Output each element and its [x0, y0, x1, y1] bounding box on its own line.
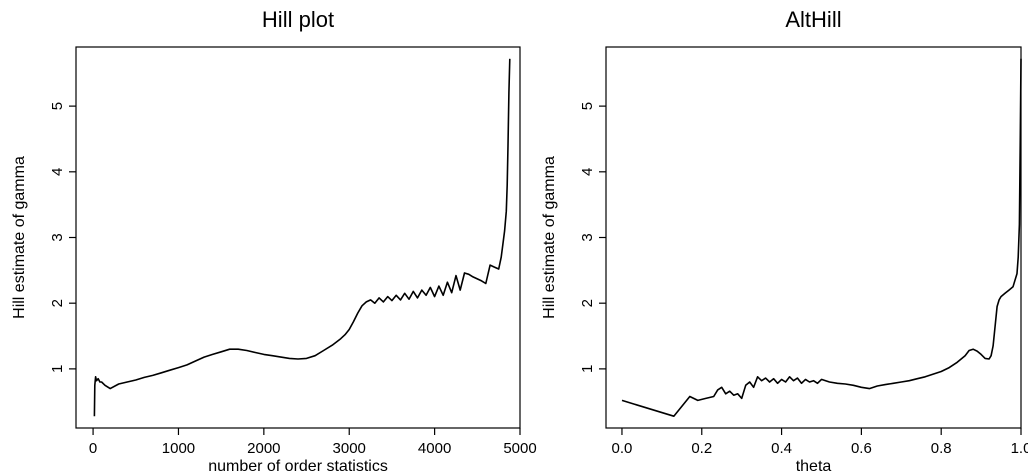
hill-plot-series-line: [93, 58, 511, 417]
hill-plot-x-axis-label: number of order statistics: [208, 458, 388, 474]
althill-plot-series-line: [621, 58, 1022, 418]
althill-plot-x-tick-label: 0.8: [931, 440, 952, 457]
hill-plot-panel: Hill plot 0 1000 2000 3000 4000 5000 1 2 3 4 5 numbe…: [11, 7, 537, 474]
althill-plot-y-tick-label: 2: [579, 299, 596, 307]
althill-plot-y-tick-label: 5: [579, 102, 596, 110]
hill-plot-y-tick-label: 1: [49, 365, 66, 373]
hill-plot-frame: [75, 46, 521, 429]
althill-plot-x-tick-label: 1.0: [1011, 440, 1028, 457]
althill-plot-panel: AltHill 0.0 0.2 0.4 0.6 0.8 1.0 1 2 3 4 5 theta Hill …: [541, 7, 1028, 474]
hill-plot-y-tick-label: 5: [49, 102, 66, 110]
althill-plot-x-tick-label: 0.6: [851, 440, 872, 457]
althill-plot-title: AltHill: [785, 7, 841, 32]
hill-plot-y-axis-label: Hill estimate of gamma: [11, 156, 28, 319]
hill-plot-x-tick-label: 0: [89, 440, 97, 457]
althill-plot-y-tick-label: 1: [579, 365, 596, 373]
hill-plot-y-tick-label: 3: [49, 233, 66, 241]
althill-plot-y-tick-label: 3: [579, 233, 596, 241]
althill-plot-y-axis-label: Hill estimate of gamma: [541, 156, 558, 319]
hill-plot-x-tick-label: 2000: [247, 440, 280, 457]
hill-plot-y-tick-label: 2: [49, 299, 66, 307]
hill-plot-x-tick-label: 3000: [333, 440, 366, 457]
althill-plot-y-tick-label: 4: [579, 168, 596, 176]
althill-plot-frame: [605, 46, 1022, 429]
hill-plot-y-tick-label: 4: [49, 168, 66, 176]
hill-plot-x-tick-label: 4000: [418, 440, 451, 457]
althill-plot-x-tick-label: 0.2: [691, 440, 712, 457]
hill-plot-title: Hill plot: [262, 7, 334, 32]
hill-plot-x-tick-label: 1000: [162, 440, 195, 457]
althill-plot-x-tick-label: 0.4: [771, 440, 792, 457]
althill-plot-x-axis-label: theta: [796, 458, 832, 474]
hill-plot-x-tick-label: 5000: [503, 440, 536, 457]
althill-plot-x-tick-label: 0.0: [612, 440, 633, 457]
